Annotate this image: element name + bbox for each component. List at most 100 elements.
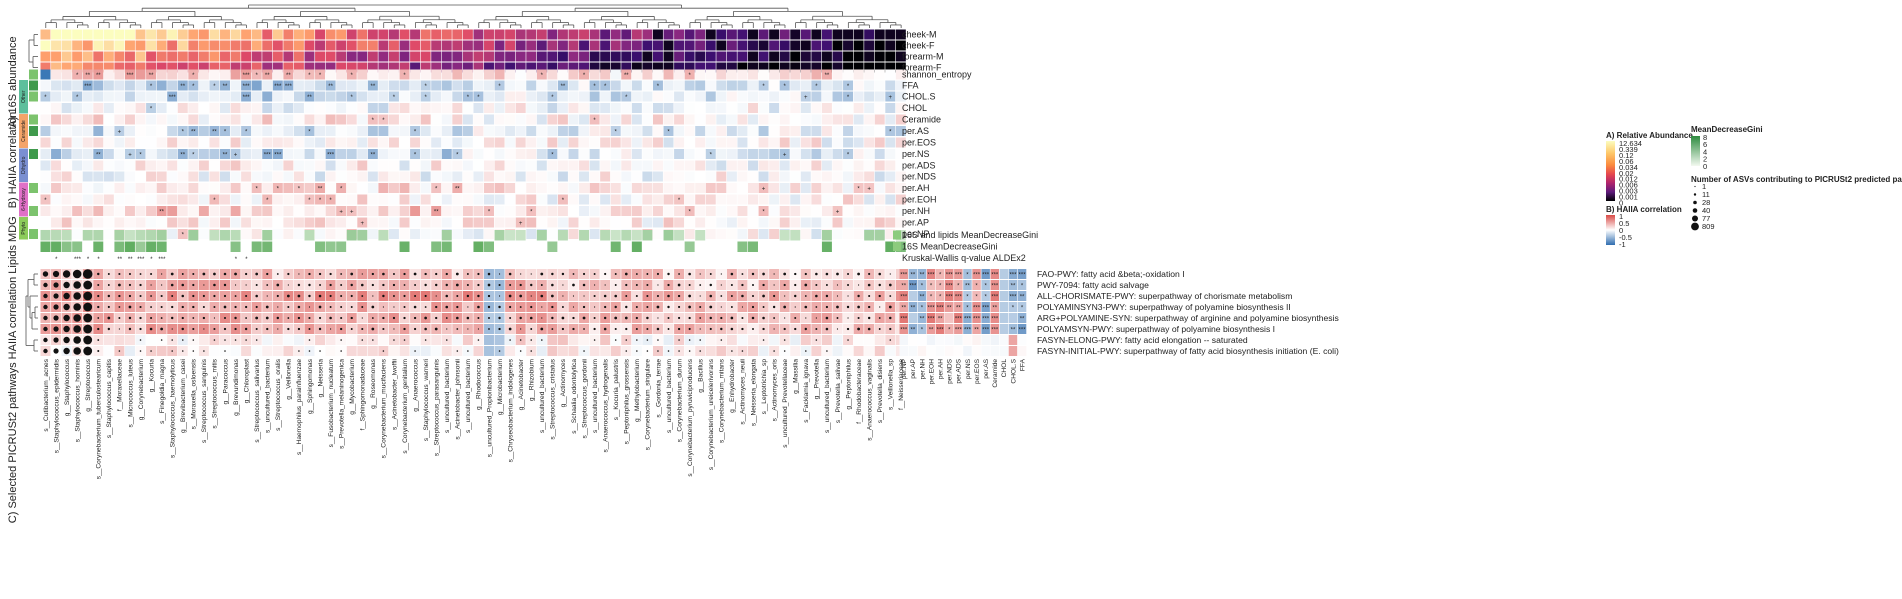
asv-dot — [435, 316, 438, 320]
asv-dot — [477, 305, 480, 309]
haiia-cell — [600, 194, 611, 205]
haiia-cell — [452, 206, 463, 216]
abundance-cell — [241, 51, 252, 62]
haiia-cell — [72, 229, 83, 239]
asv-dot — [636, 339, 638, 341]
haiia-cell — [431, 183, 442, 193]
lipid-column-label: per.ADS — [956, 358, 963, 383]
haiia-cell — [441, 126, 452, 136]
haiia-cell — [526, 217, 537, 228]
significance-marker: * — [975, 284, 978, 290]
haiia-cell — [874, 80, 885, 91]
haiia-cell — [251, 80, 262, 91]
haiia-cell — [293, 194, 304, 205]
asv-dot — [287, 272, 290, 276]
haiia-cell — [146, 69, 157, 80]
asv-dot — [276, 294, 279, 298]
taxon-label: s__uncultured_bacterium — [824, 358, 831, 433]
asv-dot — [350, 294, 353, 298]
haiia-cell — [410, 114, 421, 125]
asv-dot — [223, 316, 227, 320]
haiia-cell — [843, 183, 854, 193]
haiia-cell — [283, 80, 294, 91]
haiia-cell — [388, 217, 399, 228]
haiia-cell — [568, 126, 579, 136]
title-haiia-correlation: B) HAIIA correlation — [7, 112, 19, 209]
pathway-lipid-cell — [1008, 324, 1018, 334]
asv-dot — [150, 306, 153, 308]
abundance-cell — [167, 29, 178, 40]
taxon-label: s__Corynebacterium_singulare — [645, 359, 652, 451]
haiia-heatmap: * ** ** *** ** * *** * ** ** * * * * * * ** * ***** * ** * * **… — [40, 69, 906, 239]
asv-dot — [371, 317, 374, 319]
haiia-cell — [262, 114, 273, 125]
haiia-cell — [399, 206, 410, 216]
haiia-cell — [843, 114, 854, 125]
haiia-cell — [790, 80, 801, 91]
asv-dot — [43, 293, 48, 299]
haiia-cell — [40, 217, 51, 228]
haiia-cell — [737, 183, 748, 193]
haiia-cell — [230, 217, 241, 228]
haiia-cell — [737, 137, 748, 148]
asv-dot — [646, 294, 649, 298]
haiia-cell — [272, 160, 283, 171]
asv-dot — [403, 305, 406, 309]
pathway-lipid-cell — [1017, 269, 1027, 279]
haiia-cell — [420, 183, 431, 193]
asv-dot — [857, 294, 860, 298]
haiia-cell — [800, 69, 811, 80]
asv-dot — [287, 305, 290, 309]
haiia-cell — [800, 194, 811, 205]
haiia-cell — [674, 80, 685, 91]
asv-dot — [530, 305, 533, 309]
haiia-cell — [494, 171, 505, 182]
pathway-lipid-cell — [972, 346, 981, 356]
haiia-cell — [325, 114, 336, 125]
haiia-cell — [462, 194, 473, 205]
haiia-cell — [167, 171, 178, 182]
mdg-cell — [737, 241, 748, 252]
haiia-cell — [220, 91, 230, 102]
asv-dot — [688, 339, 691, 341]
asv-dot — [192, 350, 195, 352]
asv-dot — [519, 294, 523, 298]
significance-marker: * — [541, 73, 544, 79]
haiia-cell — [547, 69, 558, 80]
haiia-cell — [811, 126, 822, 136]
asv-dot — [73, 303, 81, 311]
haiia-cell — [357, 69, 368, 80]
taxon-label: s__Corynebacterium_mucifaciens — [381, 358, 388, 458]
haiia-cell — [748, 229, 758, 239]
significance-marker: ** — [911, 328, 916, 334]
taxon-label: s__Veillonella_sp — [888, 359, 895, 410]
haiia-cell — [737, 80, 748, 91]
haiia-cell — [695, 80, 706, 91]
haiia-cell — [642, 126, 653, 136]
haiia-cell — [853, 194, 864, 205]
haiia-cell — [652, 183, 663, 193]
significance-marker: *** — [937, 306, 945, 312]
haiia-cell — [505, 183, 516, 193]
haiia-cell — [621, 183, 632, 193]
asv-dot — [794, 272, 797, 276]
significance-marker: * — [308, 130, 311, 136]
pathway-cell — [589, 346, 600, 356]
asv-dot — [836, 284, 839, 286]
asv-dot — [203, 284, 205, 286]
abundance-cell — [452, 62, 463, 73]
asv-dot — [382, 272, 385, 276]
haiia-cell — [357, 126, 368, 136]
significance-marker: *** — [900, 328, 908, 334]
haiia-cell — [790, 114, 801, 125]
abundance-cell — [684, 29, 695, 40]
abundance-cell — [114, 62, 125, 73]
taxon-label: s__Streptococcus_oralis — [275, 358, 282, 431]
haiia-cell — [748, 137, 758, 148]
haiia-cell — [156, 114, 167, 125]
significance-marker: ** — [318, 187, 323, 193]
asv-dot — [657, 339, 659, 341]
mdg-cell — [114, 230, 125, 241]
significance-marker: + — [762, 187, 766, 193]
haiia-cell — [695, 206, 706, 216]
